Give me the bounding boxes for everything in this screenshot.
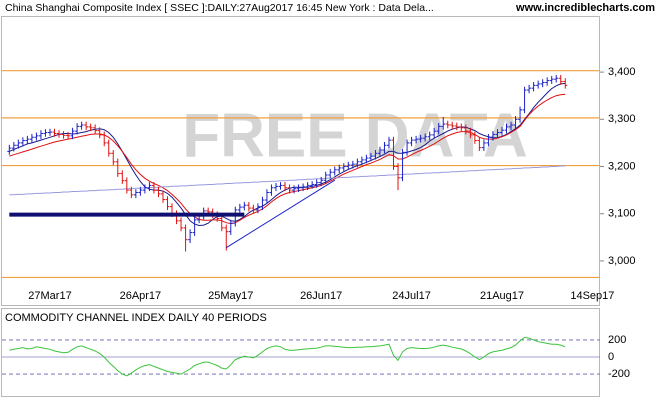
chart-title: China Shanghai Composite Index [ SSEC ]:… (5, 2, 434, 14)
x-tick-label: 24Jul17 (392, 290, 431, 302)
y-tick-label: 0 (608, 351, 614, 363)
x-tick-label: 21Aug17 (480, 290, 524, 302)
y-tick-label: 3,000 (608, 255, 636, 267)
moving-average (9, 82, 566, 227)
x-tick-label: 27Mar17 (28, 290, 71, 302)
x-tick-label: 26Apr17 (120, 290, 162, 302)
cci-title: COMMODITY CHANNEL INDEX DAILY 40 PERIODS (5, 312, 267, 324)
y-tick-label: 3,100 (608, 208, 636, 220)
watermark: FREE DATA (182, 101, 528, 170)
y-tick-label: 3,300 (608, 113, 636, 125)
trendline (225, 179, 336, 249)
cci-line (9, 336, 566, 377)
y-tick-label: 3,200 (608, 160, 636, 172)
y-tick-label: 200 (608, 334, 626, 346)
x-tick-label: 25May17 (208, 290, 253, 302)
moving-average (9, 93, 566, 225)
price-panel (1, 16, 600, 306)
cci-panel (1, 308, 600, 397)
x-tick-label: 26Jun17 (300, 290, 342, 302)
y-tick-label: 3,400 (608, 66, 636, 78)
site-name: www.incrediblecharts.com (515, 2, 655, 14)
y-tick-label: -200 (608, 368, 630, 380)
moving-average (9, 165, 566, 196)
x-tick-label: 14Sep17 (570, 290, 614, 302)
